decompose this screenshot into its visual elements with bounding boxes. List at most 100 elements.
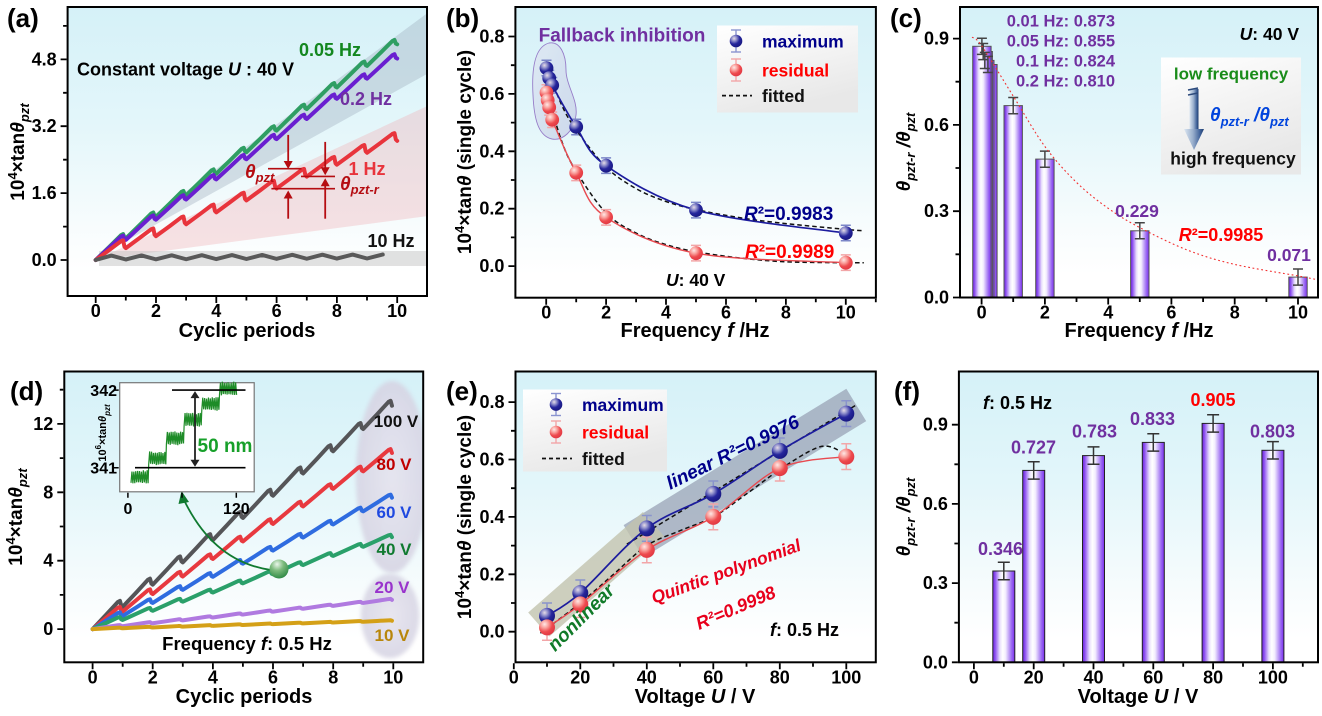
svg-text:Cyclic periods: Cyclic periods xyxy=(176,686,313,708)
svg-text:6: 6 xyxy=(721,303,731,323)
svg-text:0.05 Hz: 0.855: 0.05 Hz: 0.855 xyxy=(1007,33,1115,51)
svg-text:100: 100 xyxy=(1258,667,1288,687)
svg-text:maximum: maximum xyxy=(762,32,844,52)
svg-text:104×tanθ (single cycle): 104×tanθ (single cycle) xyxy=(452,415,476,619)
svg-text:(b): (b) xyxy=(446,3,479,33)
svg-text:residual: residual xyxy=(762,61,829,81)
svg-text:0: 0 xyxy=(969,667,979,687)
svg-text:0.1 Hz: 0.824: 0.1 Hz: 0.824 xyxy=(1016,53,1116,71)
svg-text:R²=0.9985: R²=0.9985 xyxy=(1179,225,1264,245)
svg-text:4: 4 xyxy=(661,303,671,323)
svg-text:0.229: 0.229 xyxy=(1115,201,1159,221)
svg-text:Frequency f /Hz: Frequency f /Hz xyxy=(621,320,770,342)
svg-text:Cyclic periods: Cyclic periods xyxy=(179,320,316,342)
svg-text:0.9: 0.9 xyxy=(924,29,949,49)
svg-text:40: 40 xyxy=(1083,667,1103,687)
svg-text:6: 6 xyxy=(1166,303,1176,323)
svg-text:Fallback inhibition: Fallback inhibition xyxy=(539,26,706,47)
svg-text:0.0: 0.0 xyxy=(479,256,504,276)
svg-text:0: 0 xyxy=(91,301,101,321)
svg-text:(a): (a) xyxy=(7,3,39,33)
svg-text:6: 6 xyxy=(272,301,282,321)
svg-text:100 V: 100 V xyxy=(374,412,419,431)
svg-text:R²=0.9983: R²=0.9983 xyxy=(744,204,833,225)
svg-text:Voltage U / V: Voltage U / V xyxy=(1078,686,1199,708)
svg-text:4: 4 xyxy=(208,667,218,687)
svg-text:60: 60 xyxy=(1143,667,1163,687)
svg-text:341: 341 xyxy=(90,461,117,478)
svg-text:40 V: 40 V xyxy=(377,540,413,559)
svg-text:maximum: maximum xyxy=(582,395,664,415)
svg-text:8: 8 xyxy=(328,667,338,687)
svg-text:f: 0.5 Hz: f: 0.5 Hz xyxy=(983,393,1052,413)
svg-text:4: 4 xyxy=(211,301,221,321)
svg-text:Constant voltage U : 40 V: Constant voltage U : 40 V xyxy=(77,60,294,80)
svg-text:0.05 Hz: 0.05 Hz xyxy=(299,40,361,60)
svg-text:0.803: 0.803 xyxy=(1250,422,1295,442)
svg-text:0: 0 xyxy=(123,501,132,518)
svg-text:0.0: 0.0 xyxy=(479,622,504,642)
svg-text:0: 0 xyxy=(541,303,551,323)
svg-text:80 V: 80 V xyxy=(377,455,413,474)
svg-text:20: 20 xyxy=(570,667,590,687)
svg-text:60 V: 60 V xyxy=(377,503,413,522)
svg-text:0.8: 0.8 xyxy=(479,392,504,412)
svg-text:0.071: 0.071 xyxy=(1267,245,1311,265)
svg-text:(f): (f) xyxy=(894,376,920,406)
svg-text:8: 8 xyxy=(1230,303,1240,323)
svg-text:0.833: 0.833 xyxy=(1130,409,1175,429)
svg-text:U: 40 V: U: 40 V xyxy=(666,270,726,290)
svg-text:4.8: 4.8 xyxy=(32,49,57,69)
svg-text:2: 2 xyxy=(601,303,611,323)
svg-text:4: 4 xyxy=(43,551,53,571)
svg-text:0.3: 0.3 xyxy=(924,201,949,221)
svg-text:2: 2 xyxy=(1040,303,1050,323)
svg-text:0.2: 0.2 xyxy=(479,199,504,219)
svg-text:10 Hz: 10 Hz xyxy=(367,231,414,251)
svg-text:f: 0.5 Hz: f: 0.5 Hz xyxy=(770,620,839,640)
svg-text:residual: residual xyxy=(582,423,649,443)
svg-text:6: 6 xyxy=(268,667,278,687)
svg-text:0.9: 0.9 xyxy=(923,415,948,435)
svg-text:0.2 Hz: 0.2 Hz xyxy=(340,89,392,109)
svg-text:0.0: 0.0 xyxy=(924,288,949,308)
svg-text:Frequency f /Hz: Frequency f /Hz xyxy=(1065,320,1214,342)
svg-text:2: 2 xyxy=(148,667,158,687)
svg-text:10: 10 xyxy=(383,667,403,687)
svg-text:12: 12 xyxy=(33,414,53,434)
svg-text:40: 40 xyxy=(637,667,657,687)
svg-text:(e): (e) xyxy=(446,376,478,406)
svg-text:0.3: 0.3 xyxy=(923,573,948,593)
svg-text:104×tanθ (single cycle): 104×tanθ (single cycle) xyxy=(452,50,476,254)
svg-text:0: 0 xyxy=(977,303,987,323)
svg-text:0.4: 0.4 xyxy=(479,507,504,527)
svg-text:R²=0.9989: R²=0.9989 xyxy=(745,242,834,263)
svg-text:0.6: 0.6 xyxy=(924,115,949,135)
svg-text:8: 8 xyxy=(43,482,53,502)
svg-text:4: 4 xyxy=(1103,303,1113,323)
svg-text:(c): (c) xyxy=(890,3,922,33)
svg-text:80: 80 xyxy=(770,667,790,687)
svg-text:fitted: fitted xyxy=(762,86,805,106)
svg-text:3.2: 3.2 xyxy=(32,116,57,136)
svg-text:U: 40 V: U: 40 V xyxy=(1240,24,1300,44)
svg-text:10: 10 xyxy=(387,301,407,321)
svg-text:20: 20 xyxy=(1024,667,1044,687)
svg-text:60: 60 xyxy=(703,667,723,687)
svg-text:Voltage U / V: Voltage U / V xyxy=(635,686,756,708)
svg-text:0: 0 xyxy=(43,619,53,639)
svg-text:100: 100 xyxy=(831,667,861,687)
svg-text:0.783: 0.783 xyxy=(1072,422,1117,442)
svg-text:0: 0 xyxy=(88,667,98,687)
svg-text:342: 342 xyxy=(90,383,117,400)
svg-text:1 Hz: 1 Hz xyxy=(348,159,385,179)
svg-text:2: 2 xyxy=(151,301,161,321)
svg-text:0.6: 0.6 xyxy=(479,84,504,104)
svg-text:0.905: 0.905 xyxy=(1190,390,1235,410)
svg-text:8: 8 xyxy=(332,301,342,321)
svg-text:8: 8 xyxy=(781,303,791,323)
svg-text:10: 10 xyxy=(836,303,856,323)
svg-text:low frequency: low frequency xyxy=(1174,65,1289,84)
svg-text:0.727: 0.727 xyxy=(1011,438,1056,458)
svg-text:0.01 Hz: 0.873: 0.01 Hz: 0.873 xyxy=(1007,13,1115,31)
